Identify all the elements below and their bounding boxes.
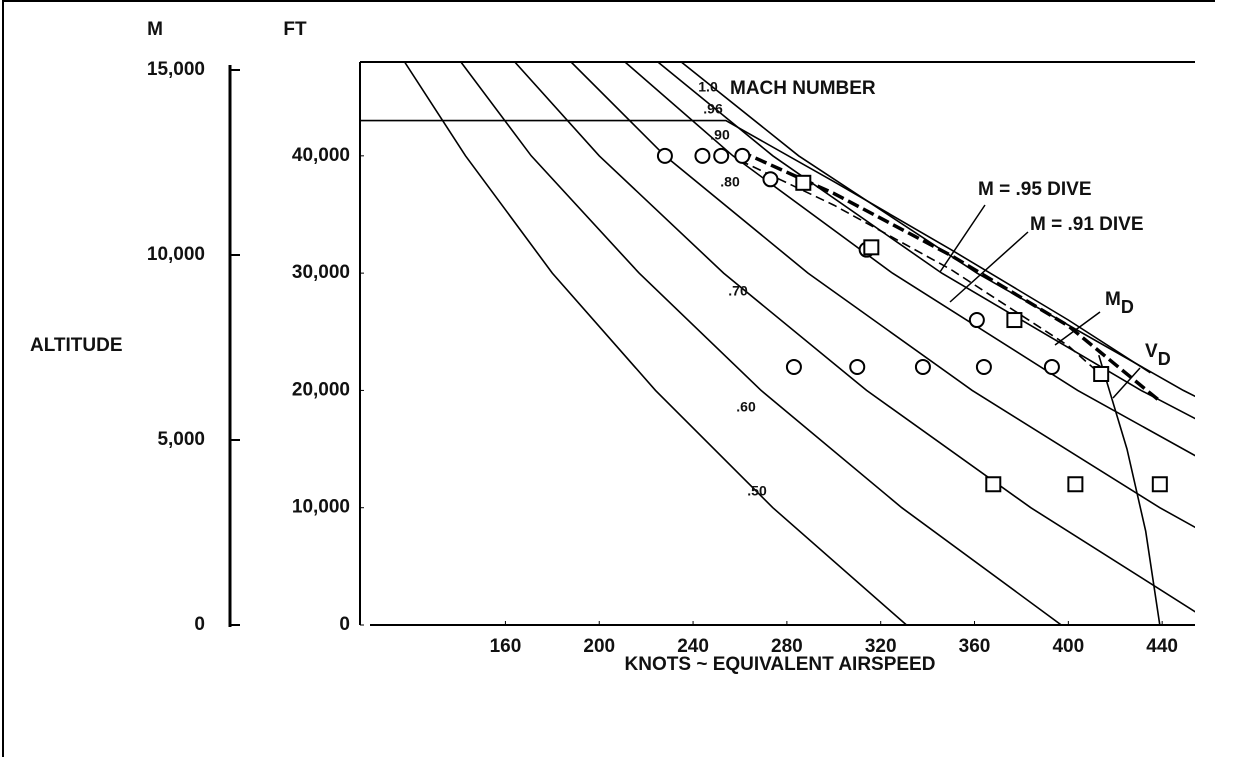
y-tick-label: 30,000 [292,262,350,283]
annotation: M = .91 DIVE [1030,214,1144,235]
label-sub: D [1121,297,1134,317]
x-tick-label: 360 [959,636,991,657]
series-line [514,62,1195,613]
x-label: KNOTS ~ EQUIVALENT AIRSPEED [625,654,936,675]
series-line [680,62,1195,398]
y-tick-label: 10,000 [292,497,350,518]
y-tick-label: 0 [339,614,350,635]
square-point [795,174,812,191]
series-label: MD [1105,289,1134,317]
mach-label: .96 [703,101,723,117]
square-point [1006,312,1023,329]
x-tick-label: 280 [771,636,803,657]
mach-label: .50 [747,483,767,499]
y-label: FT [283,19,307,40]
label-sub: D [1158,349,1171,369]
series-line [403,62,908,625]
y2-label: M [147,19,163,40]
plot-area [360,62,1195,625]
square-point [1093,365,1110,382]
circle-point [656,147,673,164]
x-tick-label: 440 [1146,636,1178,657]
circle-point [968,312,985,329]
x-tick-label: 160 [490,636,522,657]
circle-point [914,358,931,375]
series-label: VD [1145,341,1171,369]
series-line [460,62,1062,625]
circle-point [975,358,992,375]
annotation: MACH NUMBER [730,78,876,99]
series-line [657,62,1195,420]
y2-tick-label: 5,000 [157,429,205,450]
circle-point [694,147,711,164]
series-line [624,62,1195,457]
leader-line [939,204,986,273]
y-tick-label: 20,000 [292,379,350,400]
square-point [1067,476,1084,493]
leader-line [1054,311,1101,346]
annotation: M = .95 DIVE [978,179,1092,200]
x-tick-label: 240 [677,636,709,657]
x-tick-label: 200 [583,636,615,657]
mach-label: .70 [728,283,748,299]
circle-point [762,171,779,188]
circle-point [713,147,730,164]
square-point [1151,476,1168,493]
y2-tick-label: 0 [194,614,205,635]
series-line [1098,354,1161,625]
x-tick-label: 320 [865,636,897,657]
mach-label: .60 [736,399,756,415]
circle-point [785,358,802,375]
label-main: V [1145,341,1158,362]
y2-tick-label: 15,000 [147,59,205,80]
square-point [863,239,880,256]
leader-line [1112,367,1141,399]
mach-label: 1.0 [698,79,718,95]
y-tick-label: 40,000 [292,145,350,166]
leader-line [949,231,1029,303]
series-line [570,62,1195,529]
circle-point [734,147,751,164]
y-title: ALTITUDE [30,335,123,356]
circle-point [849,358,866,375]
x-tick-label: 400 [1052,636,1084,657]
mach-label: .90 [710,127,730,143]
label-main: M [1105,289,1121,310]
square-point [985,476,1002,493]
y2-tick-label: 10,000 [147,244,205,265]
circle-point [1043,358,1060,375]
series-line [360,119,1151,374]
mach-label: .80 [720,174,740,190]
